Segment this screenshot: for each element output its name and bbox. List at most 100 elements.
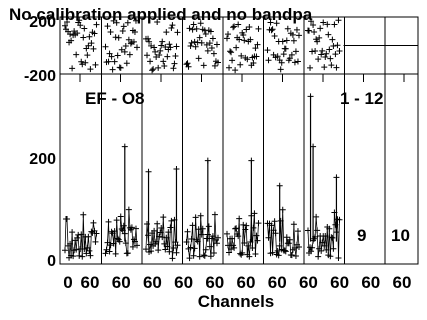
phase-point [241,37,248,44]
phase-point [306,27,313,34]
phase-point [295,32,302,39]
phase-point [204,47,211,54]
phase-point [69,65,76,72]
phase-point [226,64,233,71]
phase-point [173,43,180,50]
amplitude-series-line [64,214,97,258]
phase-point [188,39,195,46]
phase-point [235,21,242,28]
phase-point [203,41,210,48]
phase-point [126,51,133,58]
phase-point [184,60,191,67]
phase-point [195,55,202,62]
phase-point [159,38,166,45]
amplitude-ytick-200: 200 [29,151,56,168]
phase-point [122,43,129,50]
phase-point [189,26,196,33]
phase-point [64,18,71,25]
phase-point [211,62,218,69]
phase-point [252,45,259,52]
phase-point [250,59,257,66]
phase-point [312,47,319,54]
phase-point [146,38,153,45]
phase-point [119,28,126,35]
phase-point [207,28,214,35]
phase-point [327,55,334,62]
phase-point [127,40,134,47]
phase-point [236,36,243,43]
phase-point [148,42,155,49]
phase-point [336,47,343,54]
phase-point [310,21,317,28]
phase-panel: 200 -200 [24,14,419,85]
phase-point [335,17,342,24]
phase-point [255,25,262,32]
phase-point [268,27,275,34]
phase-point [200,62,207,69]
phase-point [286,55,293,62]
phase-point [152,48,159,55]
phase-point [155,64,162,71]
phase-point [271,33,278,40]
phase-point [169,22,176,29]
phase-point [190,21,197,28]
phase-point [309,48,316,55]
phase-point [113,19,120,26]
phase-point [202,31,209,38]
phase-point [232,67,239,74]
phase-point [230,24,237,31]
phase-point [284,25,291,32]
phase-ytick-bottom: -200 [24,68,56,85]
phase-point [314,38,321,45]
phase-point [166,41,173,48]
x-tick-label: 60 [299,273,318,292]
phase-point [118,46,125,53]
phase-point [71,28,78,35]
phase-point [315,56,322,63]
phase-point [292,48,299,55]
phase-point [92,61,99,68]
phase-point [102,43,109,50]
phase-point [325,31,332,38]
phase-point [132,17,139,24]
x-tick-label: 60 [268,273,287,292]
phase-point [158,42,165,49]
phase-point [68,37,75,44]
phase-point [171,60,178,67]
x-tick-label: 60 [143,273,162,292]
phase-point [318,51,325,58]
phase-point [323,50,330,57]
phase-point [196,34,203,41]
phase-point [153,53,160,60]
phase-point [267,19,274,26]
phase-point [308,18,315,25]
amplitude-spike-point [333,174,340,181]
amplitude-spike-point [307,93,314,100]
phase-point [282,45,289,52]
phase-point [209,35,216,42]
x-axis-label: Channels [198,292,275,311]
phase-point [197,20,204,27]
amplitude-series-line [186,214,219,259]
phase-point [104,23,111,30]
phase-point [133,44,140,51]
amplitude-series-line [105,209,138,254]
baseline-number-9: 9 [357,226,366,245]
phase-point [319,47,326,54]
phase-point [326,46,333,53]
phase-point [91,30,98,37]
phase-point [225,31,232,38]
phase-point [244,56,251,63]
phase-point [238,52,245,59]
phase-point [77,22,84,29]
phase-point [86,33,93,40]
phase-point [246,24,253,31]
amplitude-spike-point [173,166,180,172]
amplitude-series-line [145,217,178,259]
phase-point [160,58,167,65]
phase-point [227,48,234,55]
phase-point [198,39,205,46]
amplitude-ytick-0: 0 [47,253,56,270]
amplitude-series-line [267,209,300,257]
